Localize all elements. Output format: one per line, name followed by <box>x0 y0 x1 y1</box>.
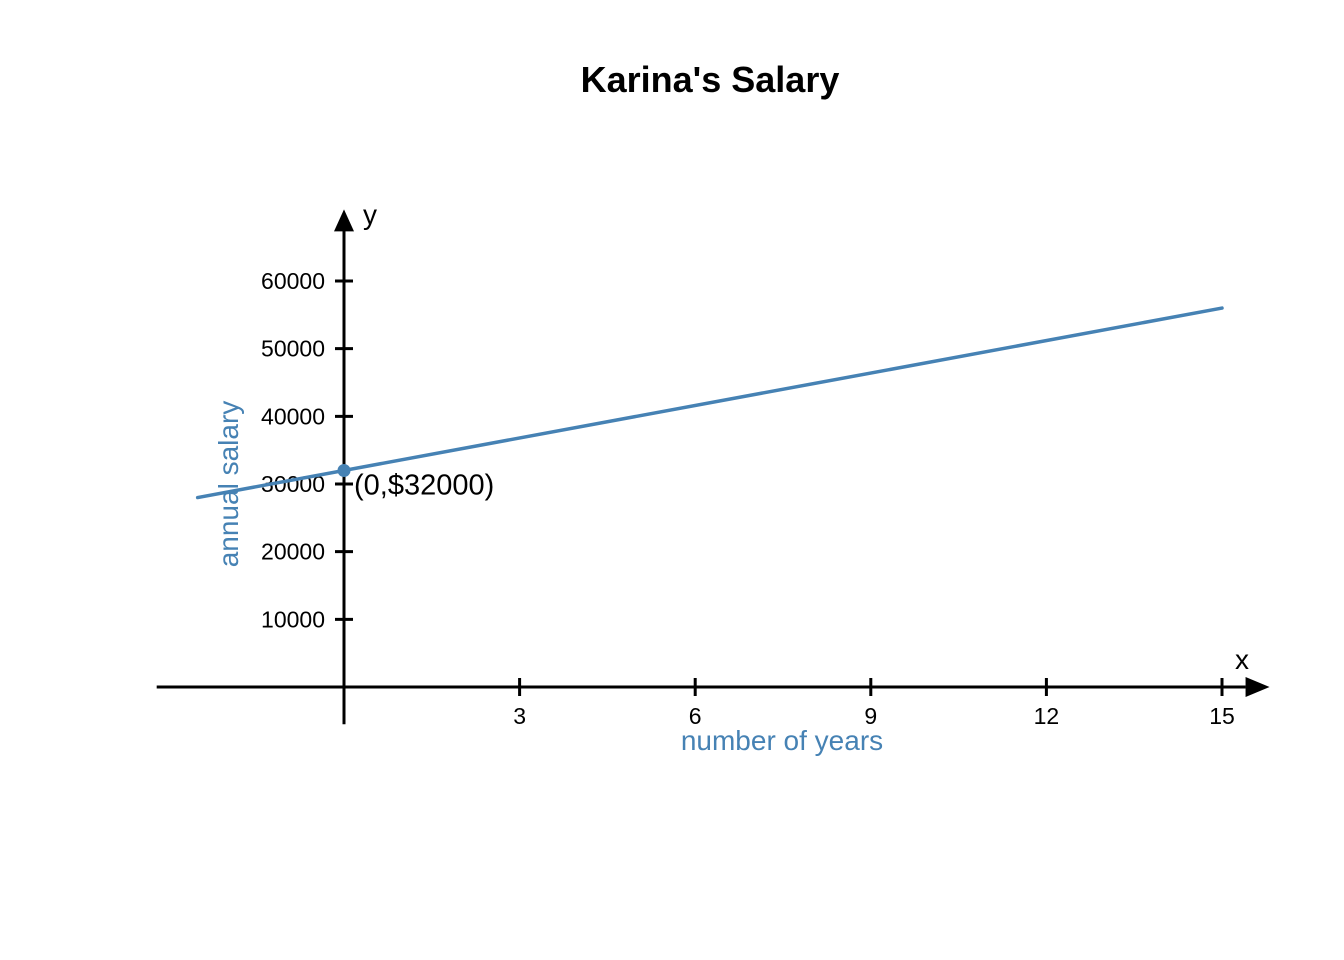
data-point <box>337 463 351 477</box>
x-tick-label: 12 <box>1034 703 1060 729</box>
x-tick-label: 9 <box>864 703 877 729</box>
x-axis-label: number of years <box>681 725 883 756</box>
x-tick-label: 6 <box>689 703 702 729</box>
point-label: (0,$32000) <box>354 469 494 501</box>
y-axis-letter: y <box>363 199 377 230</box>
y-tick-label: 40000 <box>261 403 325 429</box>
y-tick-label: 10000 <box>261 606 325 632</box>
x-tick-label: 15 <box>1209 703 1235 729</box>
y-tick-label: 20000 <box>261 539 325 565</box>
x-axis-letter: x <box>1235 644 1249 675</box>
series-line <box>195 306 1224 500</box>
y-tick-label: 60000 <box>261 268 325 294</box>
x-tick-label: 3 <box>513 703 526 729</box>
y-axis-arrow <box>334 209 354 232</box>
y-tick-label: 50000 <box>261 336 325 362</box>
points: (0,$32000) <box>337 463 494 501</box>
y-axis-label: annual salary <box>213 401 244 568</box>
chart-title: Karina's Salary <box>581 59 840 100</box>
series <box>195 306 1224 500</box>
x-axis-arrow <box>1245 677 1270 697</box>
